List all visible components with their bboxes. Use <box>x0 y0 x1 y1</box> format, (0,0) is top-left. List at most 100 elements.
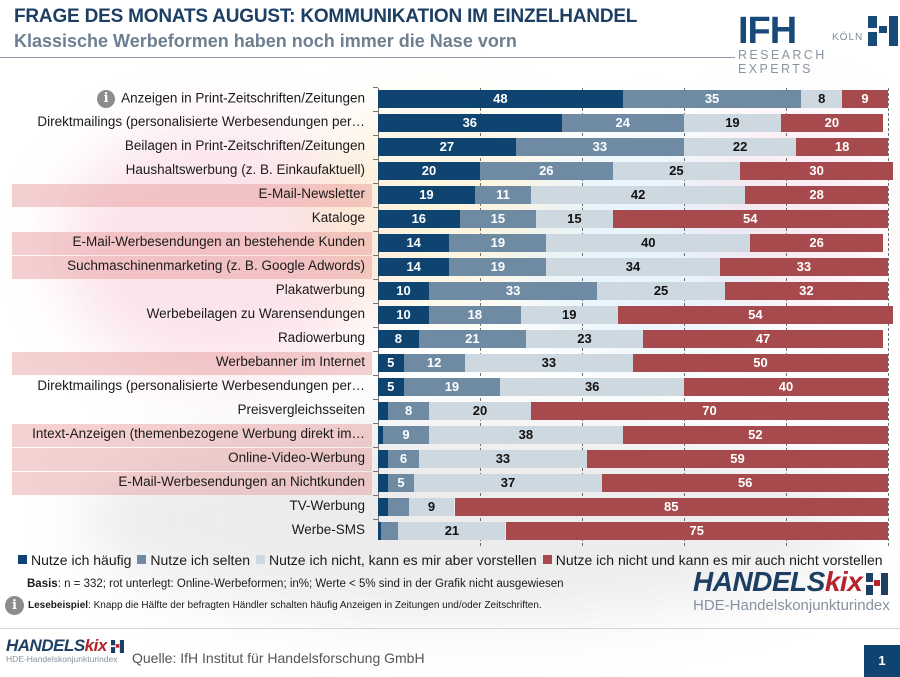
category-label: TV-Werbung <box>289 498 365 513</box>
ifh-wordmark: IFH <box>738 10 797 52</box>
y-axis-tick <box>373 135 378 136</box>
data-label: 26 <box>809 235 824 250</box>
bar-segment <box>378 402 389 420</box>
legend-item: Nutze ich häufig <box>18 552 131 568</box>
data-label: 21 <box>444 523 460 538</box>
y-axis-tick <box>373 495 378 496</box>
category-label: Haushaltswerbung (z. B. Einkaufaktuell) <box>126 162 365 177</box>
data-label: 56 <box>737 475 753 490</box>
bar-segment: 52 <box>622 426 888 444</box>
data-label: 8 <box>394 331 403 346</box>
bar-segment: 19 <box>403 378 501 396</box>
category-label: Beilagen in Print-Zeitschriften/Zeitunge… <box>125 138 365 153</box>
category-label: Werbe-SMS <box>292 522 365 537</box>
bar-segment: 5 <box>388 474 414 492</box>
category-label: i Anzeigen in Print-Zeitschriften/Zeitung… <box>97 90 365 108</box>
bar-segment: 33 <box>464 354 633 372</box>
data-label: 18 <box>467 307 483 322</box>
legend-item: Nutze ich nicht und kann es mir auch nic… <box>542 552 883 568</box>
bar-segment: 42 <box>531 186 746 204</box>
chart-legend: Nutze ich häufig Nutze ich selten Nutze ic… <box>18 551 889 568</box>
online-highlight-band <box>12 256 372 279</box>
bar-segment: 48 <box>378 90 623 108</box>
category-label: Suchmaschinenmarketing (z. B. Google Adw… <box>67 258 365 273</box>
data-label: 37 <box>500 475 516 490</box>
footer-divider <box>0 628 900 629</box>
page-subtitle: Klassische Werbeformen haben noch immer … <box>14 31 517 51</box>
data-label: 33 <box>796 259 812 274</box>
category-label-text: Direktmailings (personalisierte Werbesen… <box>37 114 365 129</box>
category-label-text: E-Mail-Werbesendungen an bestehende Kund… <box>72 234 365 249</box>
legend-swatch <box>137 555 147 564</box>
category-label: Werbebanner im Internet <box>216 354 365 369</box>
y-axis-tick <box>373 303 378 304</box>
bar-segment: 70 <box>531 402 888 420</box>
category-label: Preisvergleichsseiten <box>237 402 365 417</box>
header-divider <box>0 57 735 58</box>
data-label: 47 <box>755 331 771 346</box>
stacked-bar-chart: i Anzeigen in Print-Zeitschriften/Zeitung… <box>0 80 900 546</box>
category-label: Werbebeilagen zu Warensendungen <box>147 306 365 321</box>
category-label: Radiowerbung <box>278 330 365 345</box>
data-label: 6 <box>399 451 408 466</box>
data-label: 22 <box>732 139 748 154</box>
bar-segment: 16 <box>378 210 460 228</box>
bar-segment: 9 <box>383 426 429 444</box>
data-label: 34 <box>625 259 641 274</box>
legend-label: Nutze ich häufig <box>31 551 132 568</box>
y-axis-tick <box>373 519 378 520</box>
bar-segment: 75 <box>505 522 888 540</box>
bar-segment: 36 <box>500 378 684 396</box>
data-label: 59 <box>730 451 745 466</box>
bar-segment: 56 <box>602 474 888 492</box>
category-label-text: Werbe-SMS <box>291 522 365 537</box>
data-label: 5 <box>387 379 395 394</box>
legend-swatch <box>256 555 266 564</box>
bar-segment: 20 <box>780 114 883 132</box>
bar-segment: 54 <box>617 306 894 324</box>
bar-segment: 6 <box>388 450 419 468</box>
bar-segment: 26 <box>750 234 883 252</box>
data-label: 19 <box>444 379 460 394</box>
y-axis-tick <box>373 423 378 424</box>
data-label: 14 <box>406 235 421 250</box>
category-label-text: Radiowerbung <box>277 330 365 345</box>
category-label-text: Direktmailings (personalisierte Werbesen… <box>37 378 365 393</box>
data-label: 5 <box>397 475 405 490</box>
category-label: E-Mail-Newsletter <box>258 186 365 201</box>
y-axis-tick <box>373 471 378 472</box>
data-label: 8 <box>404 403 413 418</box>
data-label: 9 <box>402 427 410 442</box>
data-label: 33 <box>541 355 557 370</box>
data-label: 35 <box>704 91 720 106</box>
data-label: 24 <box>615 115 631 130</box>
category-label-text: E-Mail-Werbesendungen an Nichtkunden <box>118 474 365 489</box>
bar-segment: 30 <box>740 162 894 180</box>
data-label: 26 <box>539 163 554 178</box>
bar-segment: 10 <box>378 306 429 324</box>
data-label: 19 <box>562 307 577 322</box>
category-label: Intext-Anzeigen (themenbezogene Werbung … <box>32 426 365 441</box>
category-label-text: Plakatwerbung <box>275 282 365 297</box>
bar-segment: 10 <box>378 282 429 300</box>
y-axis-tick <box>373 159 378 160</box>
data-label: 28 <box>809 187 824 202</box>
info-icon[interactable]: i <box>97 90 116 108</box>
bar-segment: 5 <box>378 378 404 396</box>
basis-note-label: Basis <box>27 578 58 590</box>
handelskix-mark-icon <box>866 572 889 595</box>
y-axis-tick <box>373 399 378 400</box>
legend-swatch <box>18 555 27 564</box>
ifh-city: KÖLN <box>832 32 864 43</box>
bar-segment <box>378 498 389 516</box>
bar-segment: 20 <box>378 162 480 180</box>
source-text: Quelle: IfH Institut für Handelsforschun… <box>132 650 425 666</box>
online-highlight-band <box>12 184 372 207</box>
data-label: 70 <box>702 403 717 418</box>
category-label-text: Haushaltswerbung (z. B. Einkaufaktuell) <box>125 162 365 177</box>
footer-logo-word-main: HANDELS <box>6 636 85 655</box>
data-label: 19 <box>490 259 506 274</box>
category-label-text: E-Mail-Newsletter <box>258 186 365 201</box>
category-label-text: Intext-Anzeigen (themenbezogene Werbung … <box>32 426 365 441</box>
bar-segment: 33 <box>418 450 588 468</box>
